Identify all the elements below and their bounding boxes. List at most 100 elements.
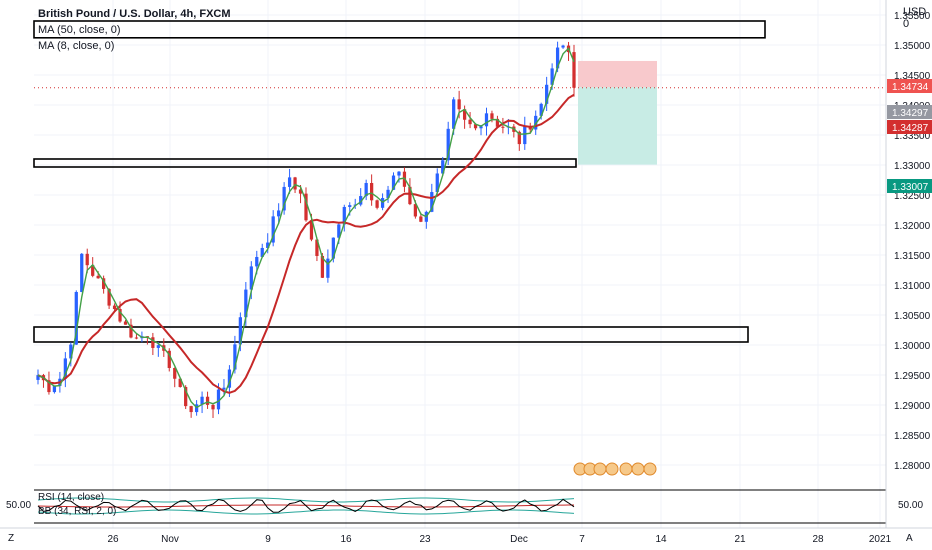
rsi-legend[interactable]: RSI (14, close) [38,492,105,503]
candle-body [255,256,259,267]
currency-label[interactable]: USD 0 [903,6,927,30]
x-tick-label: 2021 [869,534,892,545]
candle-body [490,113,494,119]
chart-grid [34,0,886,528]
candle-body [364,182,368,197]
candle-body [216,389,221,410]
stop-loss-area [578,60,657,88]
price-label-text: 1.33007 [892,182,929,193]
candle-body [441,160,445,174]
candle-body [151,337,155,348]
candle-body [123,321,128,325]
y-tick-label: 1.30500 [894,311,931,322]
candle-body [167,350,171,369]
candle-body [47,380,51,393]
bb-legend[interactable]: BB (34, RSI, 2, 0) [38,506,117,517]
candle-body [222,387,226,390]
candle-body [309,220,314,240]
candle-body [96,275,100,279]
zone-rect [33,326,749,343]
candle-body [107,288,111,306]
candle-body [69,344,73,359]
candle-body [517,131,521,145]
candle-body [266,242,270,248]
x-tick-label: 23 [419,534,431,545]
y-tick-label: 1.28500 [894,431,931,442]
y-tick-label: 1.35500 [894,11,931,22]
zone-rect [33,158,577,168]
x-tick-label: 14 [655,534,667,545]
candle-body [238,317,242,345]
candle-body [52,385,57,393]
candle-body [539,103,543,116]
y-tick-label: 1.29500 [894,371,931,382]
candle-body [112,305,117,310]
candle-body [479,126,483,129]
ma50-line [37,93,575,394]
y-tick-label: 1.32000 [894,221,931,232]
price-label-bg [887,105,932,119]
candle-body [277,210,281,217]
candle-body [391,175,396,190]
candle-body [462,109,467,120]
candle-body [200,396,204,405]
price-label-text: 1.34734 [892,82,929,93]
candle-body [435,173,439,193]
bb-upper-line [37,497,575,503]
candle-body [102,278,106,289]
support-resistance-zones [33,20,766,343]
price-labels: 1.34734 1.34297 1.34287 1.33007 [887,79,932,193]
candle-body [173,368,177,379]
candle-body [80,253,84,292]
candle-body [561,45,565,48]
candle-body [249,266,253,290]
candle-body [178,378,182,387]
candle-body [282,186,286,211]
ma8-legend[interactable]: MA (8, close, 0) [38,40,115,52]
economic-events [573,462,657,476]
price-label-text: 1.34287 [892,123,929,134]
candle-body [370,182,374,201]
short-position-tool [34,60,886,165]
candle-body [386,189,390,199]
symbol-title[interactable]: British Pound / U.S. Dollar, 4h, FXCM [38,8,231,20]
y-tick-label: 1.30000 [894,341,931,352]
zoom-icon[interactable]: Z [8,533,15,544]
price-label: 1.33007 [887,179,932,193]
candle-body [408,186,412,205]
candle-body [484,113,489,127]
candle-body [359,196,363,205]
candle-body [337,224,341,238]
candle-body [287,177,292,187]
candle-body [375,200,379,208]
price-label: 1.34734 [887,79,932,93]
candle-body [331,237,335,259]
candle-body [397,171,401,176]
price-label-bg [887,79,932,93]
auto-scale-button[interactable]: A [906,533,913,544]
rsi-level-label: 50.00 [898,500,924,511]
candle-body [545,84,549,104]
candle-body [74,291,78,345]
rsi-left-value: 50.00 [6,500,32,511]
candle-body [473,124,478,129]
candle-body [205,396,210,405]
y-tick-label: 1.32500 [894,191,931,202]
x-tick-label: Nov [161,534,179,545]
candle-body [326,258,330,278]
bb-lower-line [37,509,575,515]
candle-body [315,239,319,256]
y-tick-label: 1.33500 [894,131,931,142]
candle-body [36,375,40,380]
x-tick-label: 26 [107,534,119,545]
candle-body [85,253,89,266]
candle-body [468,119,472,125]
candle-body [233,344,237,370]
candle-body [271,216,275,243]
x-tick-label: 9 [265,534,271,545]
ma50-legend[interactable]: MA (50, close, 0) [38,24,121,36]
candle-body [211,404,215,410]
candle-body [189,406,193,413]
candle-body [419,216,423,222]
